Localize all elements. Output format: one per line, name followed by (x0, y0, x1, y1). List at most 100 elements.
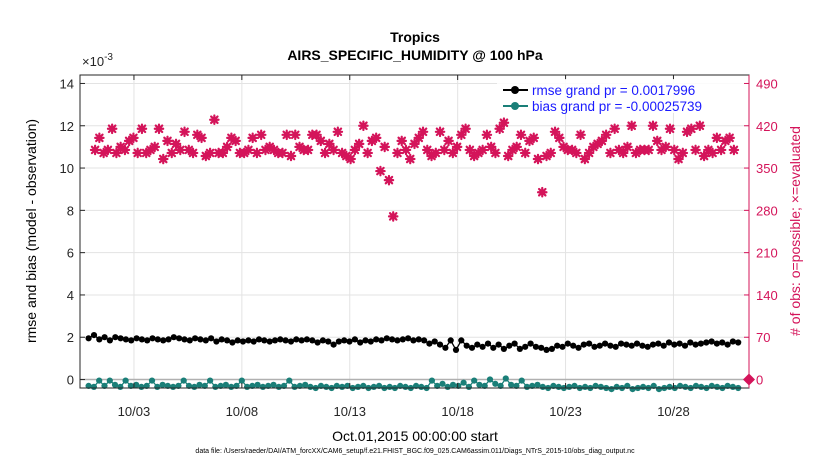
rmse-point (378, 337, 385, 344)
bias-point (550, 382, 557, 389)
rmse-point (234, 337, 241, 344)
obs-marker (217, 147, 229, 159)
bias-point (476, 381, 483, 388)
bias-point (212, 383, 219, 390)
bias-point (154, 383, 161, 390)
obs-marker (553, 132, 565, 144)
rmse-point (687, 339, 694, 346)
bias-point (344, 382, 351, 389)
bias-point (207, 377, 214, 384)
bias-point (117, 383, 124, 390)
bias-point (692, 382, 700, 389)
rmse-point (458, 337, 465, 344)
rmse-point (543, 346, 550, 353)
rmse-point (138, 336, 145, 343)
rmse-point (250, 338, 257, 345)
rmse-point (239, 338, 247, 345)
rmse-point (255, 336, 263, 343)
obs-marker (153, 123, 165, 135)
rmse-point (309, 337, 316, 344)
bias-point (502, 375, 509, 382)
x-tick-label: 10/13 (333, 404, 366, 419)
obs-marker (549, 126, 561, 138)
rmse-point (218, 336, 225, 343)
bias-point (85, 382, 92, 389)
bias-point (101, 382, 108, 389)
obs-marker (647, 120, 659, 132)
obs-marker (668, 144, 680, 156)
obs-marker (664, 123, 676, 135)
obs-marker (94, 132, 105, 144)
rmse-point (192, 335, 199, 342)
bias-point (471, 377, 478, 384)
x-tick-label: 10/28 (657, 404, 690, 419)
bias-point (222, 381, 229, 388)
obs-marker (392, 147, 403, 159)
rmse-point (325, 338, 332, 345)
rmse-point (495, 341, 502, 348)
bias-point (428, 377, 435, 384)
rmse-point (314, 339, 321, 346)
obs-marker (532, 153, 544, 165)
bias-point (175, 382, 182, 389)
y-tick-label-left: 8 (67, 203, 74, 218)
bias-point (275, 383, 282, 390)
bias-point (127, 382, 134, 389)
bias-point (386, 383, 393, 390)
rmse-point (383, 335, 390, 342)
bias-point (729, 383, 737, 390)
bias-point (238, 377, 245, 384)
obs-marker (404, 153, 416, 165)
bias-point (270, 381, 277, 388)
rmse-point (277, 336, 284, 343)
obs-marker (281, 129, 293, 141)
rmse-point (287, 338, 295, 345)
rmse-point (538, 344, 545, 351)
obs-marker (498, 117, 510, 129)
legend-rmse-marker (511, 86, 519, 94)
rmse-point (692, 341, 699, 348)
rmse-point (117, 335, 124, 342)
bias-point (508, 381, 515, 388)
bias-point (624, 382, 631, 389)
obs-marker (490, 147, 501, 159)
bias-point (529, 382, 536, 389)
chart-subtitle: AIRS_SPECIFIC_HUMIDITY @ 100 hPa (287, 47, 543, 63)
bias-point (613, 383, 620, 390)
obs-marker (626, 120, 637, 132)
obs-marker (451, 141, 463, 153)
rmse-point (362, 337, 369, 344)
bias-point (597, 383, 605, 390)
rmse-point (213, 338, 220, 345)
bias-point (413, 382, 420, 389)
x-tick-label: 10/08 (226, 404, 259, 419)
rmse-point (522, 343, 529, 350)
rmse-point (735, 339, 742, 346)
rmse-point (575, 344, 582, 351)
obs-marker (345, 153, 356, 165)
obs-marker (89, 144, 101, 156)
legend-bias-label: bias grand pr = -0.00025739 (532, 99, 702, 114)
rmse-point (96, 336, 103, 343)
obs-marker (707, 147, 718, 159)
y-tick-label-right: 490 (756, 76, 778, 91)
bias-point (481, 382, 488, 389)
obs-marker (251, 147, 263, 159)
y-tick-label-left: 0 (67, 373, 74, 388)
bias-point (523, 383, 531, 390)
rmse-point (335, 338, 342, 345)
rmse-point (548, 345, 556, 352)
bias-point (444, 383, 451, 390)
obs-marker (694, 120, 706, 132)
rmse-point (713, 340, 721, 347)
obs-marker (170, 138, 182, 150)
rmse-point (431, 338, 438, 345)
obs-marker (617, 147, 629, 159)
bias-point (434, 382, 441, 389)
bias-point (486, 376, 494, 383)
rmse-point (554, 342, 561, 349)
rmse-point (341, 337, 348, 344)
obs-marker (434, 126, 446, 138)
bias-point (513, 382, 520, 389)
obs-marker (157, 153, 169, 165)
